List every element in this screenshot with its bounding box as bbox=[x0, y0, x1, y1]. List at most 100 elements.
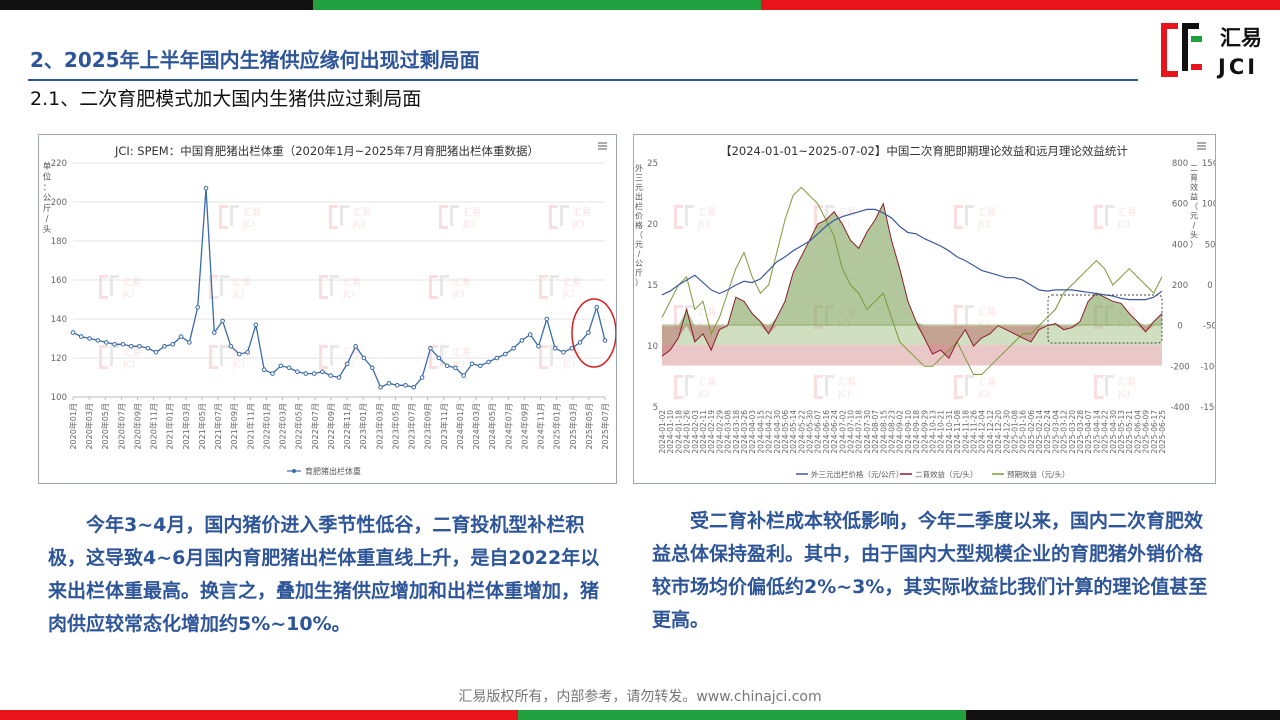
left-x-tick-label: 2020年07月 bbox=[116, 403, 126, 450]
weight-point bbox=[245, 349, 250, 355]
right-y-left-label-char: ） bbox=[635, 278, 643, 287]
right-y-mid-tick-label: 0 bbox=[1177, 322, 1182, 332]
right-x-ticks: 2024-01-02 2024-01-10 2024-01-18 2024-01-26… bbox=[658, 410, 1167, 454]
weight-point bbox=[544, 316, 550, 322]
right-x-tick-label: 2024-01-18 bbox=[674, 410, 683, 454]
left-x-tick-label: 2023年01月 bbox=[358, 403, 368, 450]
left-watermarks: 汇易 JCI 汇易 JCI 汇易 JCI 汇易 JCI 汇易 JCI 汇易 JCI 汇易 JCI 汇易 JCI… bbox=[99, 205, 591, 370]
weight-point bbox=[286, 365, 292, 371]
weight-point bbox=[577, 340, 583, 345]
left-menu-icon[interactable] bbox=[598, 142, 607, 150]
left-x-tick-label: 2022年07月 bbox=[310, 403, 320, 450]
weight-series-points bbox=[70, 186, 608, 390]
weight-point bbox=[386, 381, 392, 386]
left-ylabel-char: / bbox=[46, 215, 49, 225]
watermark-logo: 汇易 JCI bbox=[439, 205, 481, 230]
price-line bbox=[661, 208, 1163, 301]
right-legend-label: 预期效益（元/头） bbox=[1007, 469, 1070, 479]
right-x-tick-label: 2025-01-08 bbox=[1010, 410, 1019, 454]
weight-point bbox=[178, 334, 184, 339]
left-ylabel-char: 斤 bbox=[43, 203, 52, 214]
left-ylabel-char: 位 bbox=[43, 172, 52, 183]
watermark-cn: 汇易 bbox=[233, 277, 251, 288]
right-y-mid-label-char: ） bbox=[1190, 240, 1198, 249]
watermark-cn: 汇易 bbox=[343, 277, 361, 288]
watermark-en: JCI bbox=[562, 360, 575, 370]
watermark-logo: 汇易 JCI bbox=[319, 275, 361, 300]
right-x-tick-label: 2024-01-02 bbox=[658, 410, 667, 454]
left-y-tick-label: 220 bbox=[51, 159, 67, 169]
right-y-mid-label-char: 二 bbox=[1190, 164, 1198, 173]
weight-point bbox=[569, 346, 575, 351]
watermark-en: JCI bbox=[462, 220, 475, 230]
watermark-logo: 汇易 JCI bbox=[209, 345, 251, 370]
weight-point bbox=[87, 336, 92, 341]
right-x-tick-label: 2024-01-26 bbox=[683, 410, 692, 454]
weight-point bbox=[527, 332, 533, 337]
right-chart-panel: 汇易JCI汇易JCI汇易JCI汇易JCI汇易JCI汇易JCI汇易JCI汇易JCI… bbox=[633, 134, 1226, 484]
right-y-left-label-char: 外 bbox=[635, 163, 643, 173]
weight-point bbox=[70, 330, 76, 335]
right-x-tick-label: 2024-08-15 bbox=[879, 410, 888, 454]
left-x-tick-label: 2023年09月 bbox=[423, 403, 433, 450]
weight-point bbox=[170, 342, 176, 347]
watermark-en: JCI bbox=[232, 290, 245, 300]
watermark-cn: 汇易 bbox=[978, 377, 996, 388]
recent-period-highlight bbox=[1047, 294, 1163, 344]
weight-point bbox=[237, 351, 242, 357]
weight-point bbox=[411, 385, 417, 390]
weight-point bbox=[594, 305, 600, 310]
right-y-left-label-char: 价 bbox=[635, 212, 643, 221]
watermark-logo: 汇易 JCI bbox=[1094, 375, 1136, 400]
profit-line-chart: 汇易JCI汇易JCI汇易JCI汇易JCI汇易JCI汇易JCI汇易JCI汇易JCI… bbox=[635, 142, 1226, 479]
right-legend-item[interactable]: 预期效益（元/头） bbox=[992, 469, 1070, 479]
weight-point bbox=[261, 367, 267, 372]
profit-negative-fill bbox=[662, 325, 1162, 359]
bottom-bar-green bbox=[518, 710, 966, 720]
watermark-logo: 汇易 JCI bbox=[329, 205, 371, 230]
right-x-tick-label: 2024-08-23 bbox=[888, 410, 897, 454]
right-x-tick-label: 2024-07-18 bbox=[855, 410, 864, 454]
left-x-ticks: 2020年01月 2020年03月 2020年05月 2020年07月 2020年09月… bbox=[68, 396, 610, 450]
right-chart-title: 【2024-01-01~2025-07-02】中国二次育肥即期理论效益和远月理论… bbox=[720, 144, 1128, 158]
left-legend-label: 育肥猪出栏体重 bbox=[305, 466, 361, 476]
left-x-tick-label: 2020年09月 bbox=[132, 403, 142, 450]
watermark-cn: 汇易 bbox=[1118, 207, 1136, 218]
watermark-logo: 汇易 JCI bbox=[219, 205, 261, 230]
watermark-en: JCI bbox=[342, 290, 355, 300]
watermark-logo: 汇易 JCI bbox=[954, 205, 996, 230]
fattening-profit-line bbox=[661, 202, 1163, 360]
profit-positive-fill bbox=[662, 203, 1162, 326]
right-x-tick-label: 2024-12-12 bbox=[986, 410, 995, 454]
right-y-left-label-char: 斤 bbox=[635, 268, 643, 278]
right-x-tick-label: 2024-06-07 bbox=[814, 410, 823, 454]
right-x-tick-label: 2024-04-03 bbox=[748, 410, 757, 454]
left-y-tick-label: 140 bbox=[51, 315, 67, 325]
expected-profit-line bbox=[661, 186, 1163, 375]
profit-band-lower bbox=[662, 344, 1162, 366]
watermark-cn: 汇易 bbox=[978, 207, 996, 218]
right-x-tick-label: 2025-02-14 bbox=[1035, 410, 1044, 454]
watermark-en: JCI bbox=[1117, 390, 1130, 400]
weight-point bbox=[195, 305, 200, 310]
left-legend: 育肥猪出栏体重 bbox=[287, 466, 361, 476]
jci-logo: 汇易 JCI bbox=[1158, 20, 1273, 80]
right-y-mid-label-char: 元 bbox=[1190, 212, 1198, 221]
weight-point bbox=[220, 318, 225, 324]
right-x-tick-label: 2025-05-21 bbox=[1125, 410, 1134, 454]
weight-point bbox=[320, 369, 325, 374]
footer-copyright: 汇易版权所有，内部参考，请勿转发。www.chinajci.com bbox=[458, 689, 822, 705]
right-x-tick-label: 2024-12-20 bbox=[994, 410, 1003, 454]
left-x-tick-label: 2024年03月 bbox=[471, 403, 481, 450]
right-menu-icon[interactable] bbox=[1197, 142, 1206, 150]
right-y-right-tick-label: -50 bbox=[1203, 322, 1215, 332]
right-legend-item[interactable]: 外三元出栏价格（元/公斤） bbox=[796, 469, 904, 479]
right-legend-item[interactable]: 二育效益（元/头） bbox=[900, 469, 978, 479]
left-ylabel-char: 公 bbox=[43, 194, 52, 204]
watermark-cn: 汇易 bbox=[1118, 377, 1136, 388]
watermark-cn: 汇易 bbox=[838, 207, 856, 218]
left-ylabel-char: 头 bbox=[43, 224, 52, 235]
watermark-cn: 汇易 bbox=[453, 347, 471, 358]
watermark-en: JCI bbox=[352, 220, 365, 230]
right-y-right-ticks: -150 -100 -50 0 50 100 150 bbox=[1200, 159, 1219, 413]
